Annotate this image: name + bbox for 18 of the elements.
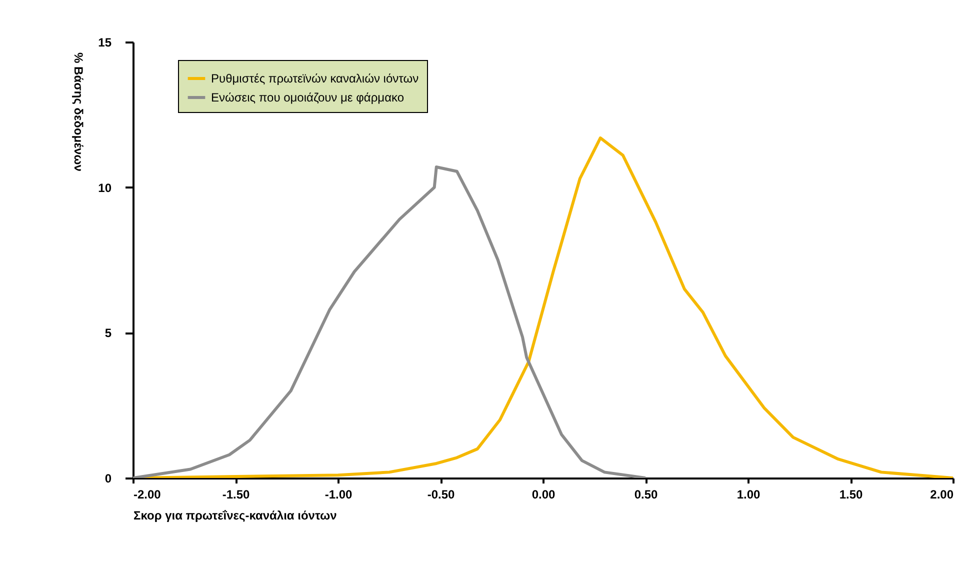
y-tick-label: 15 (98, 36, 112, 50)
y-axis-title: % Βάσης δεδομένων (72, 52, 86, 172)
x-tick-label: 1.00 (736, 488, 760, 502)
x-tick-label: -1.00 (324, 488, 352, 502)
x-tick-label: 0.00 (532, 488, 556, 502)
legend-label: Ενώσεις που ομοιάζουν με φάρμακο (211, 90, 404, 104)
y-tick-label: 5 (104, 326, 112, 340)
x-tick-label: -0.50 (427, 488, 455, 502)
line-series (133, 165, 647, 478)
x-tick-label: -2.00 (134, 488, 162, 502)
x-tick-label: 2.00 (930, 488, 954, 502)
y-tick-label: 0 (104, 472, 112, 486)
legend-label: Ρυθμιστές πρωτεϊνών καναλιών ιόντων (211, 72, 419, 86)
x-axis-title: Σκορ για πρωτεΐνες-κανάλια ιόντων (134, 508, 338, 522)
x-tick-label: -1.50 (222, 488, 250, 502)
x-tick-label: 1.50 (839, 488, 863, 502)
y-tick-label: 10 (98, 180, 112, 195)
x-tick-label: 0.50 (634, 488, 658, 502)
